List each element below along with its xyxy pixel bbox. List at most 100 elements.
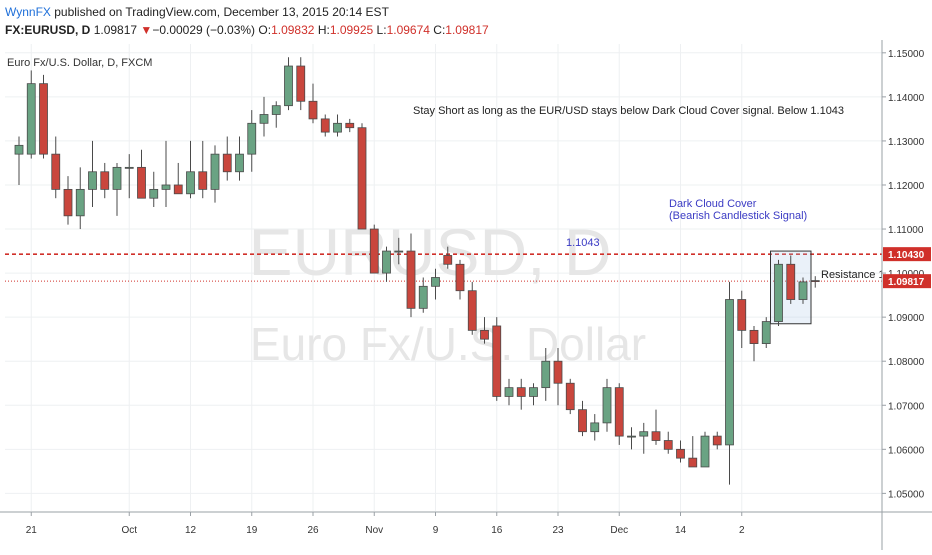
candle[interactable] — [198, 140, 208, 199]
candle[interactable] — [614, 383, 624, 445]
price-tick-label: 1.13000 — [888, 137, 925, 148]
candle[interactable] — [357, 123, 367, 230]
candle[interactable] — [39, 74, 48, 159]
candle-body-up — [504, 387, 514, 397]
candle[interactable] — [210, 145, 220, 203]
candle[interactable] — [173, 162, 183, 195]
candle-body-up — [284, 65, 293, 107]
candle[interactable] — [296, 57, 306, 111]
candle-body-up — [529, 387, 538, 397]
candle[interactable] — [14, 136, 24, 185]
close-value: 1.09817 — [445, 23, 489, 37]
candle-body-up — [590, 422, 600, 433]
candle[interactable] — [541, 347, 551, 401]
candle-body-up — [774, 263, 783, 322]
candle[interactable] — [149, 171, 159, 208]
candle[interactable] — [480, 317, 489, 344]
candle[interactable] — [271, 101, 281, 128]
candle[interactable] — [100, 162, 110, 199]
candle[interactable] — [467, 281, 477, 335]
candle[interactable] — [112, 162, 122, 216]
candle[interactable] — [75, 167, 85, 230]
candle[interactable] — [725, 281, 734, 485]
candle[interactable] — [565, 378, 575, 415]
candle-body-up — [247, 122, 257, 155]
price-axis[interactable]: 1.150001.140001.130001.120001.110001.100… — [881, 40, 932, 550]
candle[interactable] — [590, 414, 600, 441]
candle-body-down — [676, 448, 685, 459]
candle[interactable] — [369, 224, 379, 274]
chart-header: WynnFX published on TradingView.com, Dec… — [0, 0, 932, 40]
candle[interactable] — [786, 255, 796, 304]
candle-body-down — [455, 263, 465, 292]
candle[interactable] — [382, 246, 391, 282]
candlestick-chart[interactable]: EURUSD, D Euro Fx/U.S. Dollar 1.1043 Eur… — [0, 40, 932, 550]
watermark-symbol: EURUSD, D — [248, 215, 611, 289]
candle[interactable] — [51, 136, 61, 199]
candle[interactable] — [676, 440, 685, 463]
candle[interactable] — [663, 431, 673, 454]
candle[interactable] — [602, 378, 612, 432]
candle-body-up — [186, 171, 195, 195]
candle[interactable] — [516, 378, 526, 410]
candle[interactable] — [798, 277, 808, 304]
candle[interactable] — [688, 436, 698, 468]
candle-body-down — [222, 153, 232, 173]
candle[interactable] — [529, 383, 538, 406]
candle[interactable] — [712, 431, 722, 450]
candle[interactable] — [247, 110, 257, 172]
time-tick-label: 9 — [433, 525, 439, 536]
candle-body-up — [725, 299, 734, 446]
candle[interactable] — [504, 378, 514, 406]
candle-body-down — [737, 299, 747, 331]
candle[interactable] — [406, 233, 416, 318]
candle[interactable] — [810, 276, 820, 288]
candle[interactable] — [26, 70, 36, 159]
candle-body-down — [712, 435, 722, 446]
candle-body-up — [124, 166, 134, 169]
candle[interactable] — [455, 259, 465, 300]
candle[interactable] — [186, 140, 195, 199]
candle[interactable] — [124, 154, 134, 199]
candle[interactable] — [651, 409, 661, 445]
candle[interactable] — [431, 268, 440, 300]
time-axis[interactable]: 21 Oct 12 19 26 Nov 9 16 23 Dec 14 2 — [0, 511, 932, 536]
candle[interactable] — [578, 400, 587, 437]
candle[interactable] — [492, 317, 502, 401]
candle[interactable] — [137, 149, 146, 199]
candle[interactable] — [161, 140, 171, 208]
candle[interactable] — [259, 96, 269, 137]
candle-body-up — [75, 188, 85, 217]
candle[interactable] — [235, 136, 244, 181]
candle[interactable] — [774, 259, 783, 326]
candle[interactable] — [320, 114, 330, 137]
author-link[interactable]: WynnFX — [5, 5, 51, 19]
candle[interactable] — [63, 176, 73, 225]
candle[interactable] — [443, 246, 453, 269]
symbol-name[interactable]: FX:EURUSD, D — [5, 23, 91, 37]
candle[interactable] — [418, 277, 428, 313]
time-tick-label: 14 — [675, 525, 687, 536]
candle[interactable] — [553, 347, 563, 406]
candle-body-down — [63, 188, 73, 217]
chart-area[interactable]: EURUSD, D Euro Fx/U.S. Dollar 1.1043 Eur… — [0, 40, 932, 550]
candle[interactable] — [761, 317, 771, 348]
candle[interactable] — [394, 237, 404, 265]
candle[interactable] — [308, 83, 318, 124]
candle[interactable] — [345, 118, 355, 133]
candle[interactable] — [749, 325, 759, 362]
price-tick-label: 1.07000 — [888, 401, 925, 412]
candle[interactable] — [627, 427, 636, 450]
candle[interactable] — [88, 140, 97, 208]
candle-body-up — [627, 435, 636, 438]
candle[interactable] — [333, 114, 342, 137]
candle-body-down — [198, 171, 208, 190]
candle[interactable] — [700, 431, 710, 468]
candle-body-down — [308, 100, 318, 120]
price-tick-label: 1.08000 — [888, 357, 925, 368]
candle[interactable] — [284, 57, 293, 111]
price-tick-label: 1.11000 — [888, 225, 924, 236]
candle[interactable] — [639, 422, 649, 454]
candle[interactable] — [737, 290, 747, 348]
candle[interactable] — [222, 136, 232, 181]
